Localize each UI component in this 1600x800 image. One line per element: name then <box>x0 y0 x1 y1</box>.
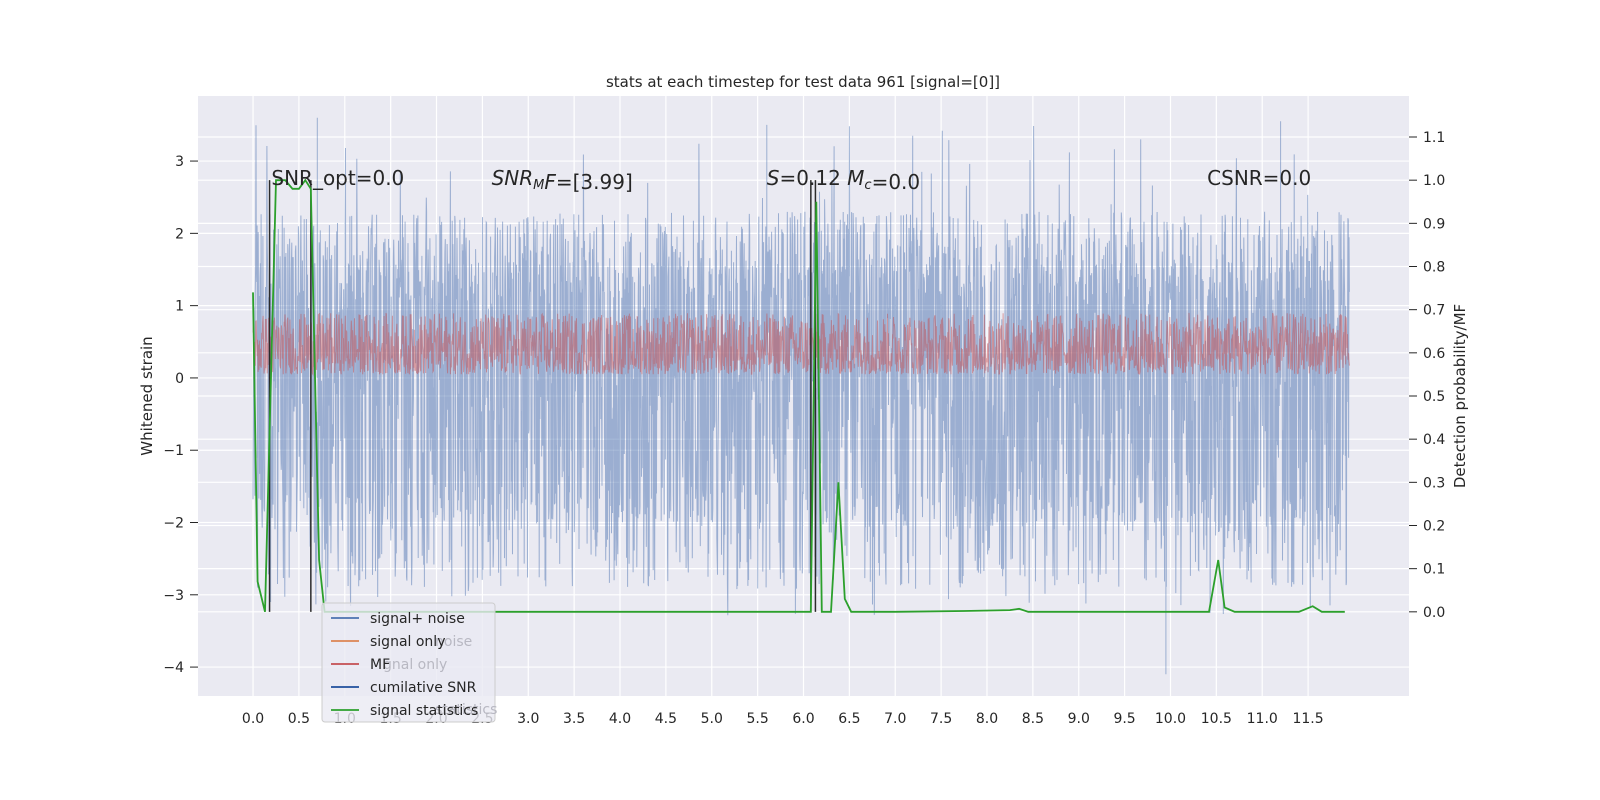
legend-ghost-text: noise <box>435 634 472 650</box>
legend-label: MF <box>370 657 390 673</box>
legend-ghost-text: gnal only <box>383 657 447 673</box>
annotation-part: F <box>544 170 556 194</box>
y-right-tick-label: 0.4 <box>1423 432 1445 448</box>
y-axis-right: 1.1 1.0 0.9 0.8 0.7 0.6 0.5 0.4 0.3 0.2 0.1 0.0 <box>1409 130 1445 621</box>
y-right-tick-label: 1.0 <box>1423 173 1445 189</box>
x-tick-label: 3.0 <box>517 711 539 727</box>
y-left-tick-label: 2 <box>175 226 184 242</box>
annotation: SNR_opt=0.0 <box>271 166 404 190</box>
y-right-tick-label: 0.7 <box>1423 303 1445 319</box>
y-right-tick-label: 0.1 <box>1423 562 1445 578</box>
x-tick-label: 8.0 <box>976 711 998 727</box>
x-tick-label: 11.0 <box>1247 711 1278 727</box>
x-tick-label: 4.0 <box>609 711 631 727</box>
y-left-tick-label: 3 <box>175 154 184 170</box>
y-left-tick-label: 0 <box>175 371 184 387</box>
x-tick-label: 6.0 <box>792 711 814 727</box>
series-signal-statistics <box>252 178 1345 613</box>
y-right-tick-label: 0.9 <box>1423 216 1445 232</box>
chart-title: stats at each timestep for test data 961… <box>606 73 1000 91</box>
y-right-tick-label: 0.6 <box>1423 346 1445 362</box>
x-tick-label: 5.0 <box>701 711 723 727</box>
y-left-tick-label: 1 <box>175 299 184 315</box>
x-tick-label: 7.0 <box>884 711 906 727</box>
y-left-tick-label: −4 <box>163 660 184 676</box>
annotation-part: =0.12 <box>780 166 848 190</box>
x-tick-label: 10.5 <box>1201 711 1232 727</box>
series-mf <box>252 312 1350 377</box>
x-tick-label: 9.5 <box>1113 711 1135 727</box>
annotation: CSNR=0.0 <box>1207 166 1311 190</box>
y-right-tick-label: 0.3 <box>1423 475 1445 491</box>
y-right-tick-label: 0.5 <box>1423 389 1445 405</box>
annotation-part: =0.0 <box>872 170 921 194</box>
x-tick-label: 8.5 <box>1022 711 1044 727</box>
legend-label: signal only <box>370 634 445 650</box>
y-left-tick-label: −1 <box>163 443 184 459</box>
y-axis-right-label: Detection probability/MF <box>1451 304 1469 488</box>
x-tick-label: 7.5 <box>930 711 952 727</box>
annotation-part: M <box>533 178 544 193</box>
y-axis-left: 3 2 1 0 −1 −2 −3 −4 <box>163 154 198 676</box>
plot-series <box>252 117 1350 675</box>
y-right-tick-label: 1.1 <box>1423 130 1445 146</box>
annotation-part: c <box>864 178 871 193</box>
x-tick-label: 10.0 <box>1155 711 1186 727</box>
legend: noise gnal only statistics signal+ noise sig… <box>321 602 497 723</box>
x-tick-label: 9.0 <box>1068 711 1090 727</box>
x-tick-label: 6.5 <box>838 711 860 727</box>
legend-label: signal+ noise <box>370 611 465 627</box>
y-right-tick-label: 0.2 <box>1423 518 1445 534</box>
y-left-tick-label: −2 <box>163 516 184 532</box>
x-tick-label: 0.0 <box>242 711 264 727</box>
annotations: SNR_opt=0.0 SNRMF=[3.99] S=0.12 Mc=0.0 CSNR… <box>271 166 1311 194</box>
y-left-tick-label: −3 <box>163 588 184 604</box>
y-right-tick-label: 0.0 <box>1423 605 1445 621</box>
series-signal-noise <box>252 117 1350 675</box>
annotation-part: S <box>767 166 780 190</box>
legend-ghost-text: statistics <box>435 702 497 718</box>
y-axis-left-label: Whitened strain <box>138 336 156 455</box>
annotation: SNRMF=[3.99] <box>492 166 633 194</box>
x-tick-label: 5.5 <box>746 711 768 727</box>
legend-label: cumilative SNR <box>370 680 477 696</box>
annotation-part: SNR <box>492 166 534 190</box>
legend-box <box>321 602 496 723</box>
annotation-part: =[3.99] <box>556 170 633 194</box>
y-right-tick-label: 0.8 <box>1423 260 1445 276</box>
x-tick-label: 3.5 <box>563 711 585 727</box>
legend-label: signal statistics <box>370 703 478 719</box>
annotation-part: M <box>847 166 864 190</box>
x-tick-label: 11.5 <box>1292 711 1323 727</box>
x-tick-label: 0.5 <box>288 711 310 727</box>
x-tick-label: 4.5 <box>655 711 677 727</box>
annotation: S=0.12 Mc=0.0 <box>767 166 920 194</box>
